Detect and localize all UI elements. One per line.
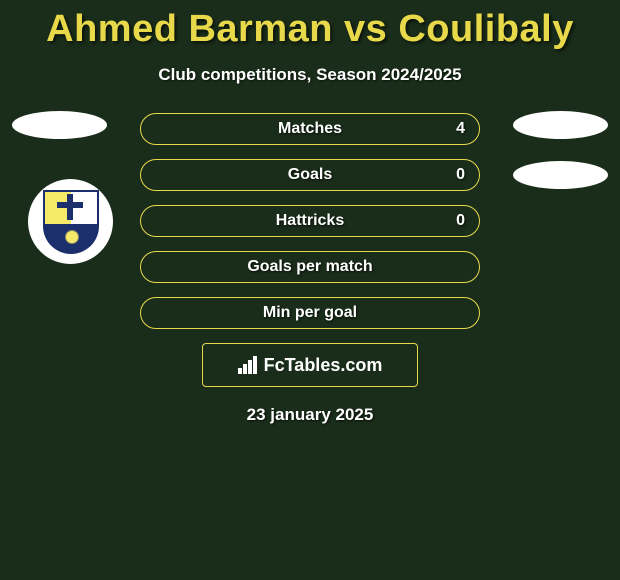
stat-row-goals-per-match: Goals per match <box>140 251 480 283</box>
page-title: Ahmed Barman vs Coulibaly <box>0 0 620 51</box>
stat-right-value: 0 <box>456 166 465 184</box>
stat-right-value: 4 <box>456 120 465 138</box>
player-right-placeholder-2 <box>513 161 608 189</box>
date-label: 23 january 2025 <box>0 405 620 425</box>
stat-label: Goals per match <box>247 258 372 276</box>
club-badge <box>28 179 113 264</box>
stat-row-min-per-goal: Min per goal <box>140 297 480 329</box>
stat-row-matches: Matches 4 <box>140 113 480 145</box>
subtitle: Club competitions, Season 2024/2025 <box>0 65 620 85</box>
shield-icon <box>43 190 99 254</box>
stat-right-value: 0 <box>456 212 465 230</box>
stat-label: Min per goal <box>263 304 357 322</box>
chart-icon <box>238 356 260 374</box>
stat-row-hattricks: Hattricks 0 <box>140 205 480 237</box>
stat-rows: Matches 4 Goals 0 Hattricks 0 Goals per … <box>140 113 480 329</box>
brand-link[interactable]: FcTables.com <box>202 343 418 387</box>
comparison-panel: Matches 4 Goals 0 Hattricks 0 Goals per … <box>0 113 620 425</box>
player-right-placeholder-1 <box>513 111 608 139</box>
stat-label: Matches <box>278 120 342 138</box>
stat-label: Hattricks <box>276 212 344 230</box>
player-left-placeholder <box>12 111 107 139</box>
brand-label: FcTables.com <box>264 355 383 376</box>
stat-row-goals: Goals 0 <box>140 159 480 191</box>
stat-label: Goals <box>288 166 332 184</box>
